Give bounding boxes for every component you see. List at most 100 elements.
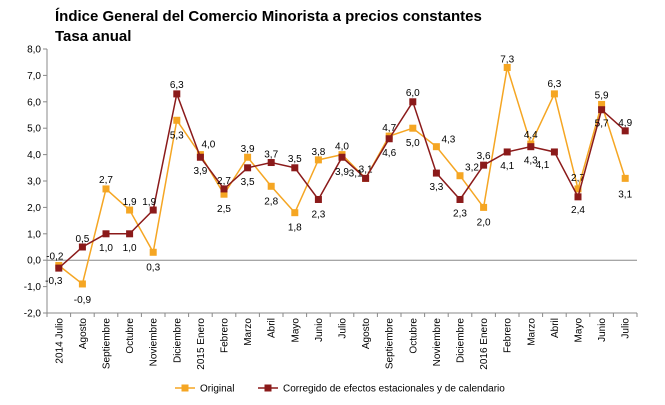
data-label: 6,3	[547, 79, 561, 90]
data-point-marker	[314, 195, 322, 203]
data-label: -0,3	[45, 276, 63, 287]
x-tick-label: Febrero	[503, 318, 514, 353]
y-tick-label: 3,0	[27, 177, 41, 188]
x-tick-label: Junio	[597, 318, 608, 342]
y-tick-label: 7,0	[27, 71, 41, 82]
data-label: 7,3	[500, 54, 514, 65]
data-point-marker	[621, 174, 629, 182]
series-line	[58, 91, 626, 269]
data-point-marker	[220, 190, 228, 198]
x-tick-label: Junio	[314, 318, 325, 342]
y-tick-label: 5,0	[27, 124, 41, 135]
data-point-marker	[149, 206, 157, 214]
data-point-marker	[126, 230, 134, 238]
data-label: 0,5	[75, 234, 89, 245]
data-point-marker	[291, 164, 299, 172]
x-tick-label: Marzo	[526, 318, 537, 346]
data-point-marker	[432, 169, 440, 177]
data-label: 3,9	[241, 144, 255, 155]
data-point-marker	[244, 164, 252, 172]
data-point-marker	[102, 230, 110, 238]
data-label: 1,0	[123, 243, 137, 254]
data-label: 2,8	[264, 196, 278, 207]
data-label: 4,9	[618, 118, 632, 129]
legend-entry: Original	[200, 384, 234, 395]
x-tick-label: Julio	[621, 318, 632, 339]
data-label: 4,0	[201, 140, 215, 151]
data-point-marker	[78, 243, 86, 251]
x-tick-label: Abril	[267, 318, 278, 338]
data-label: 4,0	[335, 142, 349, 153]
data-point-marker	[244, 153, 252, 161]
data-label: 2,7	[571, 173, 585, 184]
x-tick-label: Septiembre	[385, 318, 396, 370]
data-label: 1,9	[142, 197, 156, 208]
data-point-marker	[55, 264, 63, 272]
data-label: 2,0	[477, 217, 491, 228]
data-label: 5,7	[595, 119, 609, 130]
x-tick-label: Diciembre	[172, 318, 183, 363]
data-label: 3,5	[288, 154, 302, 165]
x-tick-label: Abril	[550, 318, 561, 338]
x-tick-label: Mayo	[290, 318, 301, 343]
data-label: 2,3	[453, 208, 467, 219]
data-label: 4,4	[524, 130, 538, 141]
data-label: 2,7	[217, 176, 231, 187]
x-tick-label: 2014 Julio	[54, 318, 65, 364]
data-point-marker	[409, 124, 417, 132]
data-point-marker	[621, 127, 629, 135]
chart-title: Índice General del Comercio Minorista a …	[55, 8, 482, 25]
data-point-marker	[78, 280, 86, 288]
y-tick-label: -2,0	[24, 309, 42, 320]
data-label: 1,8	[288, 223, 302, 234]
data-label: 0,3	[146, 262, 160, 273]
data-point-marker	[267, 159, 275, 167]
data-label: -0,9	[74, 295, 92, 306]
data-point-marker	[598, 100, 606, 108]
data-point-marker	[385, 135, 393, 143]
data-point-marker	[503, 63, 511, 71]
data-label: 4,3	[441, 135, 455, 146]
data-label: 5,9	[595, 90, 609, 101]
data-point-marker	[149, 248, 157, 256]
data-point-marker	[102, 185, 110, 193]
y-tick-label: -1,0	[24, 282, 42, 293]
data-point-marker	[338, 153, 346, 161]
data-point-marker	[550, 90, 558, 98]
data-point-marker	[362, 174, 370, 182]
x-tick-label: Noviembre	[149, 318, 160, 367]
data-label: 4,1	[535, 160, 549, 171]
x-tick-label: Julio	[338, 318, 349, 339]
x-tick-label: Septiembre	[102, 318, 113, 370]
data-label: -0,2	[46, 251, 64, 262]
y-tick-label: 8,0	[27, 45, 41, 56]
legend-entry: Corregido de efectos estacionales y de c…	[283, 384, 505, 395]
data-label: 4,3	[524, 156, 538, 167]
data-label: 2,5	[217, 204, 231, 215]
data-point-marker	[432, 143, 440, 151]
data-label: 2,3	[311, 209, 325, 220]
data-point-marker	[574, 193, 582, 201]
data-label: 5,0	[406, 138, 420, 149]
legend-swatch-marker	[181, 384, 189, 392]
data-label: 3,7	[264, 150, 278, 161]
data-label: 3,1	[618, 189, 632, 200]
chart-subtitle: Tasa anual	[55, 28, 132, 45]
x-tick-label: Febrero	[220, 318, 231, 353]
data-point-marker	[456, 172, 464, 180]
data-label: 4,6	[382, 148, 396, 159]
x-tick-label: Mayo	[574, 318, 585, 343]
data-point-marker	[480, 203, 488, 211]
y-tick-label: 6,0	[27, 97, 41, 108]
y-tick-label: 4,0	[27, 150, 41, 161]
data-label: 4,7	[382, 123, 396, 134]
x-tick-label: Diciembre	[456, 318, 467, 363]
data-point-marker	[574, 185, 582, 193]
data-label: 3,9	[193, 166, 207, 177]
y-tick-label: 1,0	[27, 229, 41, 240]
data-point-marker	[267, 182, 275, 190]
x-tick-label: Agosto	[78, 318, 89, 350]
x-tick-label: Octubre	[125, 318, 136, 354]
